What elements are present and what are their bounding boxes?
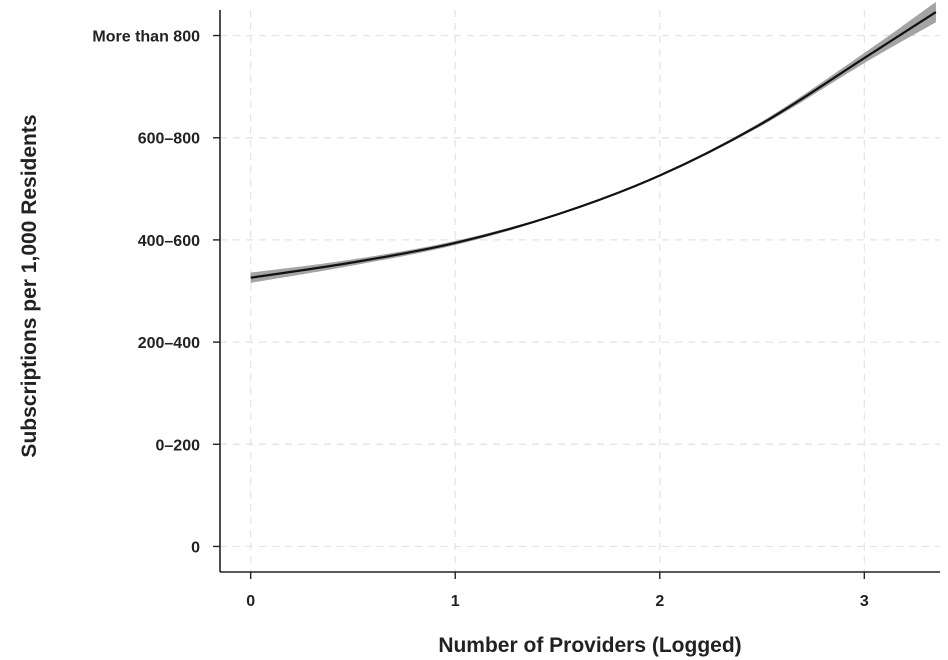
y-tick-label: More than 800 bbox=[92, 29, 200, 46]
confidence-band bbox=[250, 1, 936, 283]
ticks: 0 0–200 200–400 400–600 600–800 More than 800… bbox=[92, 29, 868, 610]
x-tick-label: 2 bbox=[655, 593, 664, 610]
x-tick-label: 3 bbox=[860, 593, 869, 610]
y-tick-label: 400–600 bbox=[138, 233, 200, 250]
series-line bbox=[250, 11, 937, 279]
axes bbox=[219, 10, 940, 573]
series-line-layer bbox=[250, 11, 937, 279]
grid bbox=[220, 10, 940, 572]
y-tick-label: 600–800 bbox=[138, 131, 200, 148]
y-tick-label: 200–400 bbox=[138, 335, 200, 352]
y-tick-label: 0 bbox=[191, 539, 200, 556]
x-tick-label: 1 bbox=[451, 593, 460, 610]
y-axis-label: Subscriptions per 1,000 Residents bbox=[18, 114, 41, 457]
x-axis-label: Number of Providers (Logged) bbox=[438, 634, 741, 657]
confidence-band-layer bbox=[250, 1, 936, 283]
y-tick-label: 0–200 bbox=[156, 437, 201, 454]
x-tick-label: 0 bbox=[246, 593, 255, 610]
